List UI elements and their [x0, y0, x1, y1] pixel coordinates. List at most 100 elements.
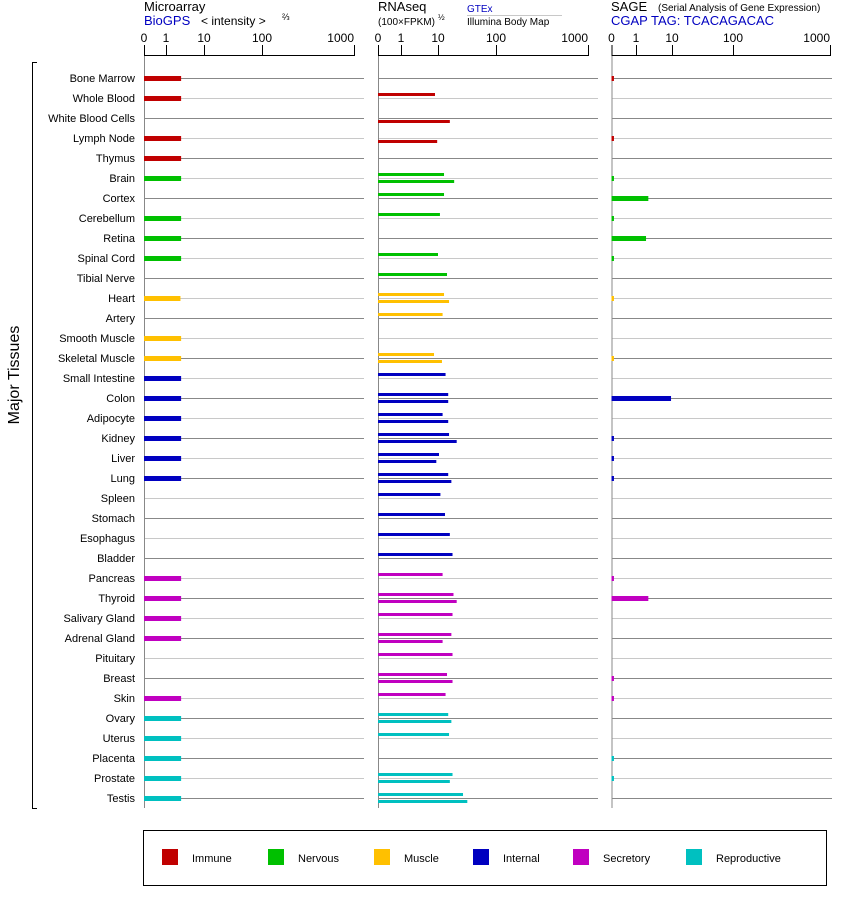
tissue-label: Stomach	[92, 513, 135, 525]
legend-swatch-nervous	[268, 849, 284, 865]
tissue-label: Brain	[109, 173, 135, 185]
sage-bar	[611, 756, 614, 761]
rnaseq-illumina-bar	[378, 460, 437, 463]
sage-bar	[611, 396, 672, 401]
rnaseq-gtex-bar	[378, 473, 449, 476]
rnaseq-illumina-bar	[378, 800, 468, 803]
rnaseq-gtex-bar	[378, 193, 445, 196]
rnaseq-gtex-bar	[378, 633, 452, 636]
tissue-label: Thyroid	[98, 593, 135, 605]
legend-label-muscle: Muscle	[404, 853, 439, 865]
microarray-bar	[144, 336, 182, 341]
gtex-link[interactable]: GTEx	[467, 4, 493, 15]
rnaseq-illumina-bar	[378, 300, 450, 303]
rnaseq-gtex-bar	[378, 573, 443, 576]
sage-bar	[611, 176, 614, 181]
tissue-label: Retina	[103, 233, 136, 245]
tissue-label: Tibial Nerve	[77, 273, 135, 285]
sage-subtitle: (Serial Analysis of Gene Expression)	[658, 3, 820, 14]
sage-bar	[611, 776, 614, 781]
rnaseq-tick-label: 0	[375, 31, 382, 45]
rnaseq-gtex-bar	[378, 273, 448, 276]
sage-tick-label: 0	[608, 31, 615, 45]
tissue-label: Skin	[114, 693, 135, 705]
illumina-label: Illumina Body Map	[467, 17, 550, 28]
tissue-label: Uterus	[103, 733, 136, 745]
microarray-scale-exponent: ⅔	[282, 12, 290, 22]
microarray-bar	[144, 636, 182, 641]
rnaseq-illumina-bar	[378, 480, 452, 483]
rnaseq-gtex-bar	[378, 353, 435, 356]
tissue-label: Small Intestine	[63, 373, 135, 385]
rnaseq-gtex-bar	[378, 253, 438, 256]
rnaseq-illumina-bar	[378, 600, 457, 603]
sage-bar	[611, 696, 614, 701]
rnaseq-gtex-bar	[378, 213, 440, 216]
sage-bar	[611, 356, 614, 361]
legend-label-internal: Internal	[503, 853, 540, 865]
microarray-bar	[144, 96, 182, 101]
sage-title: SAGE	[611, 0, 647, 14]
rnaseq-illumina-bar	[378, 180, 455, 183]
rnaseq-illumina-bar	[378, 360, 442, 363]
legend-label-immune: Immune	[192, 853, 232, 865]
microarray-bar	[144, 296, 181, 301]
sage-bar	[611, 456, 614, 461]
sage-tick-label: 100	[723, 31, 743, 45]
microarray-bar	[144, 216, 182, 221]
microarray-bar	[144, 456, 182, 461]
microarray-bar	[144, 616, 182, 621]
rnaseq-illumina-bar	[378, 780, 450, 783]
rnaseq-title: RNAseq	[378, 0, 426, 14]
rnaseq-gtex-bar	[378, 393, 449, 396]
cgap-tag-link[interactable]: CGAP TAG: TCACAGACAC	[611, 13, 774, 28]
rnaseq-gtex-bar	[378, 733, 450, 736]
microarray-bar	[144, 416, 182, 421]
legend-swatch-muscle	[374, 849, 390, 865]
tissue-label: Breast	[103, 673, 135, 685]
rnaseq-scale-label: (100×FPKM)	[378, 17, 435, 28]
tissue-label: Testis	[107, 793, 136, 805]
tissue-label: Adrenal Gland	[65, 633, 135, 645]
tissue-label: Lung	[111, 473, 135, 485]
microarray-bar	[144, 716, 182, 721]
microarray-tick-label: 10	[197, 31, 211, 45]
rnaseq-gtex-bar	[378, 553, 453, 556]
tissue-label: Heart	[108, 293, 135, 305]
sage-bar	[611, 196, 649, 201]
microarray-tick-label: 0	[141, 31, 148, 45]
rnaseq-gtex-bar	[378, 413, 443, 416]
microarray-bar	[144, 396, 182, 401]
microarray-bar	[144, 796, 182, 801]
rnaseq-illumina-bar	[378, 140, 438, 143]
rnaseq-illumina-bar	[378, 720, 452, 723]
sage-bar	[611, 76, 614, 81]
sage-bar	[611, 676, 614, 681]
rnaseq-illumina-bar	[378, 680, 453, 683]
rnaseq-gtex-bar	[378, 493, 441, 496]
tissue-label: Pituitary	[95, 653, 135, 665]
microarray-tick-label: 1000	[327, 31, 354, 45]
rnaseq-illumina-bar	[378, 420, 449, 423]
tissue-label: Liver	[111, 453, 135, 465]
rnaseq-gtex-bar	[378, 313, 443, 316]
biogps-link[interactable]: BioGPS	[144, 13, 191, 28]
microarray-tick-label: 1	[163, 31, 170, 45]
rnaseq-illumina-bar	[378, 120, 450, 123]
sage-tick-label: 1000	[803, 31, 830, 45]
tissue-label: Whole Blood	[73, 93, 135, 105]
tissue-label: Adipocyte	[87, 413, 135, 425]
microarray-bar	[144, 476, 182, 481]
legend-swatch-immune	[162, 849, 178, 865]
sage-bar	[611, 256, 614, 261]
microarray-bar	[144, 256, 182, 261]
rnaseq-illumina-bar	[378, 440, 457, 443]
tissue-label: Ovary	[106, 713, 136, 725]
rnaseq-gtex-bar	[378, 773, 453, 776]
rnaseq-tick-label: 100	[486, 31, 506, 45]
tissue-label: Prostate	[94, 773, 135, 785]
microarray-bar	[144, 776, 182, 781]
rnaseq-tick-label: 1000	[561, 31, 588, 45]
rnaseq-gtex-bar	[378, 453, 439, 456]
sage-bar	[611, 216, 614, 221]
